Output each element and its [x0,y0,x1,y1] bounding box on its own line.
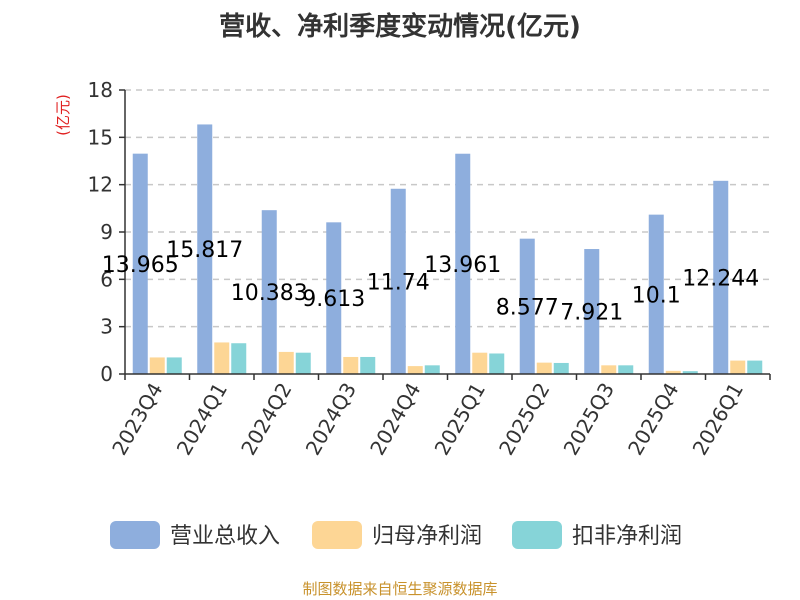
x-tick-label: 2025Q4 [623,379,683,460]
bar-扣非净利润 [747,360,763,374]
bar-营业总收入 [132,153,148,374]
bar-扣非净利润 [231,343,247,374]
legend-item-扣非净利润[interactable]: 扣非净利润 [512,521,682,549]
legend-swatch [110,521,160,549]
y-tick-label: 6 [100,267,113,291]
source-note: 制图数据来自恒生聚源数据库 [302,580,498,598]
x-tick-label: 2024Q2 [236,379,296,460]
bar-归母净利润 [407,366,423,374]
x-tick-label: 2025Q1 [430,379,490,460]
y-tick-label: 18 [88,78,113,102]
bar-归母净利润 [536,362,552,374]
y-tick-label: 15 [88,125,113,149]
bar-扣非净利润 [618,365,634,374]
bar-营业总收入 [584,249,600,374]
legend[interactable]: 营业总收入 归母净利润 扣非净利润 [110,521,682,549]
legend-swatch [512,521,562,549]
bar-营业总收入 [455,153,471,374]
bar-扣非净利润 [682,371,698,374]
legend-label: 营业总收入 [170,524,280,549]
legend-label: 扣非净利润 [572,524,682,549]
data-label: 7.921 [560,301,623,326]
x-tick-label: 2024Q4 [365,379,425,460]
bar-归母净利润 [601,365,617,374]
data-label: 15.817 [166,238,243,263]
bar-归母净利润 [472,352,488,374]
bar-营业总收入 [261,210,277,374]
x-tick-label: 2026Q1 [688,379,748,460]
y-tick-label: 0 [100,362,113,386]
bar-营业总收入 [713,180,729,374]
y-tick-label: 9 [100,220,113,244]
bar-归母净利润 [214,342,230,374]
data-label: 9.613 [302,287,365,312]
data-label: 8.577 [496,295,559,320]
x-tick-label: 2025Q3 [559,379,619,460]
bar-归母净利润 [149,357,165,374]
bar-扣非净利润 [360,356,376,374]
bar-营业总收入 [197,124,213,374]
y-tick-label: 12 [88,173,113,197]
bar-扣非净利润 [424,365,440,374]
data-label: 10.383 [231,281,308,306]
y-axis-unit-label: (亿元) [54,94,72,136]
y-tick-label: 3 [100,315,113,339]
legend-swatch [312,521,362,549]
legend-item-归母净利润[interactable]: 归母净利润 [312,521,482,549]
bar-归母净利润 [343,356,359,374]
bars [132,124,763,374]
bar-扣非净利润 [489,353,505,374]
data-label: 10.1 [632,283,681,308]
data-label: 11.74 [367,270,430,295]
data-label: 12.244 [682,266,759,291]
chart-title: 营收、净利季度变动情况(亿元) [219,12,581,42]
legend-label: 归母净利润 [372,524,482,549]
x-tick-label: 2025Q2 [494,379,554,460]
bar-归母净利润 [730,360,746,374]
data-label: 13.965 [102,253,179,278]
bar-扣非净利润 [553,362,569,374]
x-tick-label: 2023Q4 [107,379,167,460]
bar-营业总收入 [390,188,406,374]
bar-营业总收入 [326,222,342,374]
grid-lines [125,89,770,328]
x-tick-label: 2024Q3 [301,379,361,460]
bar-营业总收入 [648,214,664,374]
data-label: 13.961 [424,253,501,278]
legend-item-营业总收入[interactable]: 营业总收入 [110,521,280,549]
bar-归母净利润 [665,370,681,374]
bar-归母净利润 [278,351,294,374]
x-tick-label: 2024Q1 [172,379,232,460]
bar-营业总收入 [519,238,535,374]
bar-扣非净利润 [295,352,311,374]
bar-扣非净利润 [166,357,182,374]
